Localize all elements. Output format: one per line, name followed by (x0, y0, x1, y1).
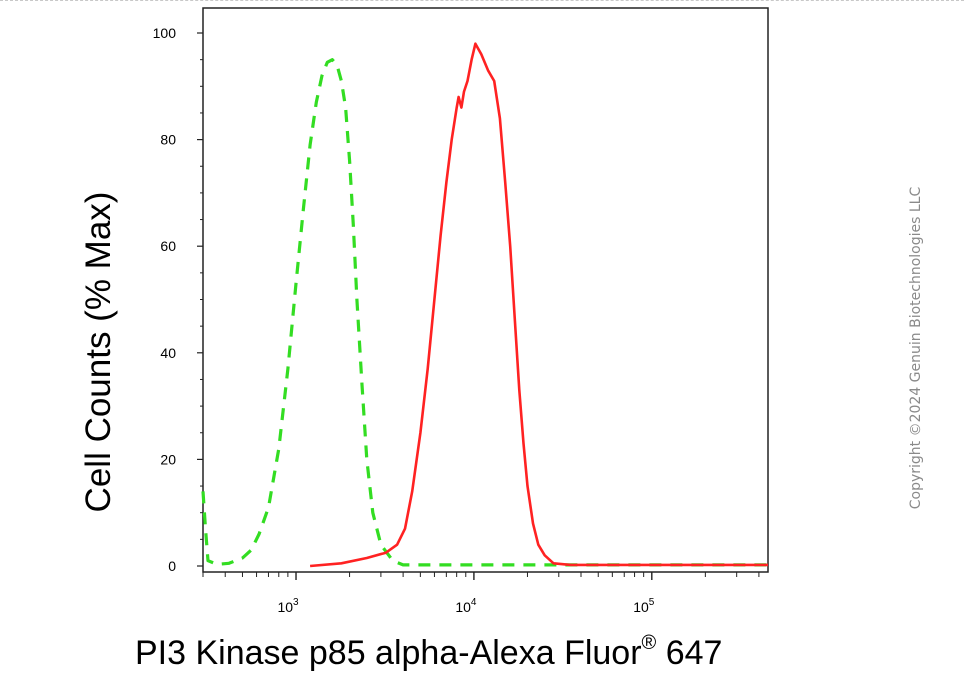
top-border (0, 0, 964, 1)
y-tick-label: 20 (160, 451, 176, 467)
x-axis-label: PI3 Kinase p85 alpha-Alexa Fluor® 647 (135, 632, 722, 672)
y-tick-label: 40 (160, 345, 176, 361)
y-axis: 0 20 40 60 80 100 (153, 25, 203, 574)
series-line-control (201, 58, 768, 567)
x-axis: 103 104 105 (202, 572, 760, 615)
x-tick-label: 105 (633, 597, 655, 615)
y-tick-label: 100 (153, 25, 177, 41)
copyright-watermark: Copyright ©2024 Genuin Biotechnologies L… (908, 187, 924, 510)
x-tick-label: 104 (455, 597, 477, 615)
series-line-sample (309, 42, 768, 568)
y-tick-label: 80 (160, 132, 176, 148)
x-tick-label: 103 (277, 597, 299, 615)
y-tick-label: 0 (168, 558, 176, 574)
y-axis-label: Cell Counts (% Max) (79, 192, 118, 513)
plot-frame (202, 7, 769, 573)
y-tick-label: 60 (160, 238, 176, 254)
series-layer (201, 42, 768, 568)
